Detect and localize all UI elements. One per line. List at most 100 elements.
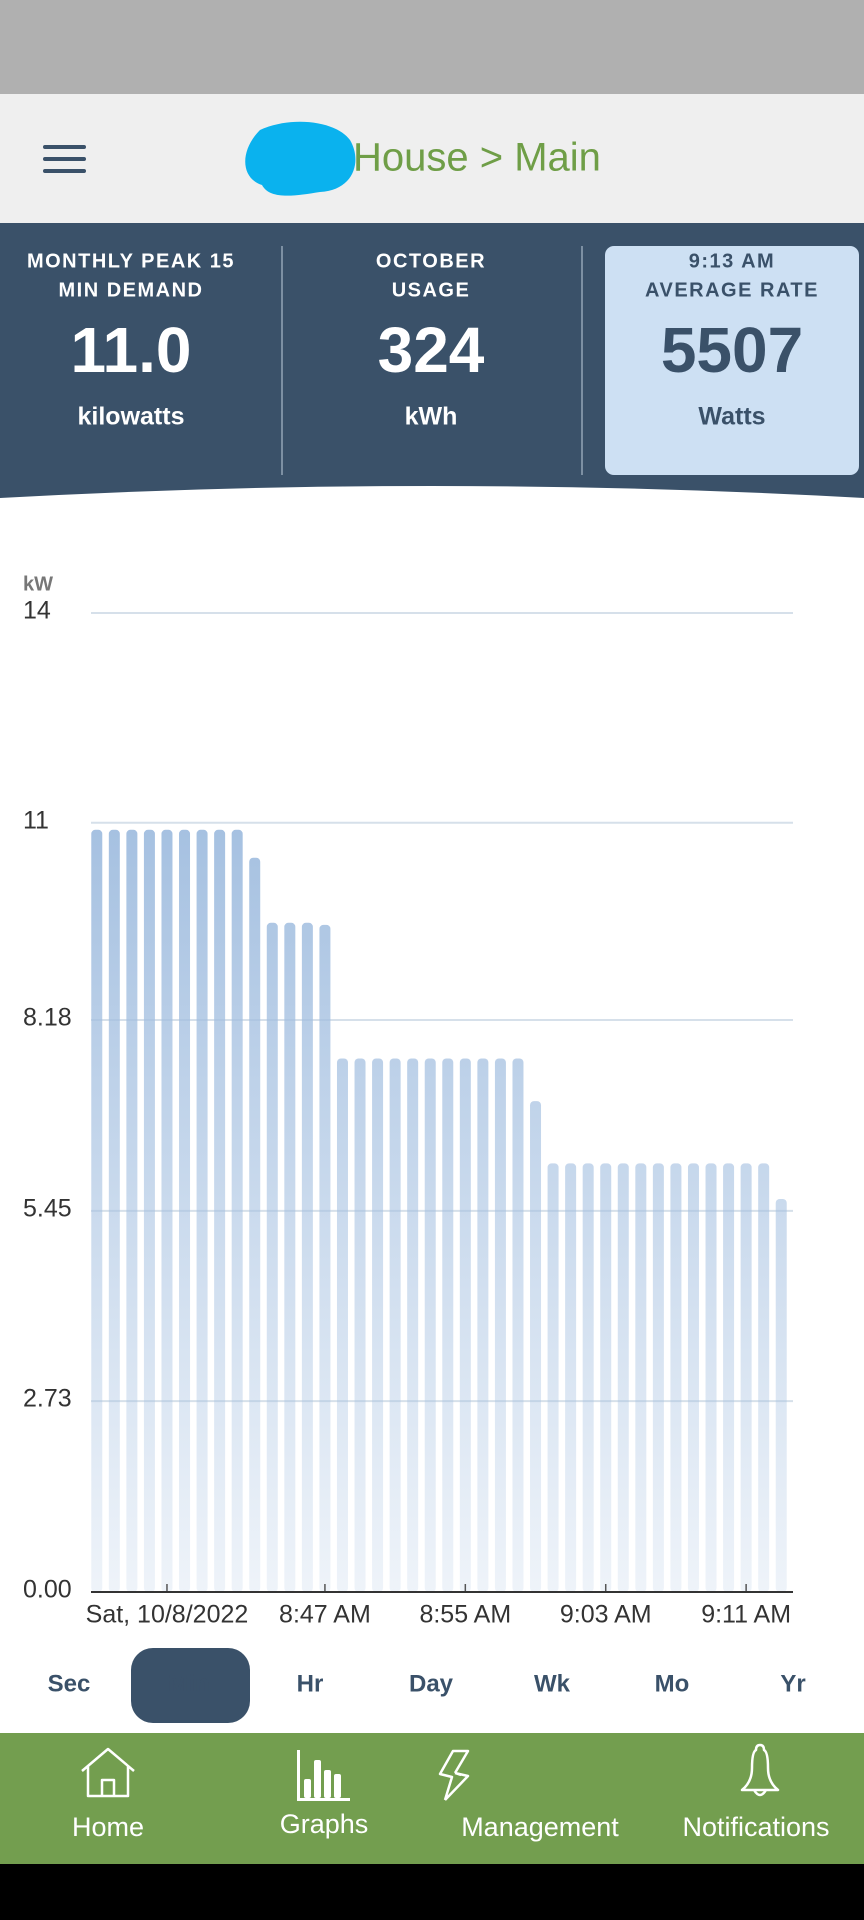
- range-button-selected: [131, 1648, 250, 1723]
- nav-items: Home Graphs Management Notifications: [72, 1809, 830, 1842]
- stat-label: 9:13 AM: [689, 250, 775, 272]
- stat-unit: kilowatts: [78, 403, 185, 431]
- bar: [249, 857, 261, 1592]
- stat-unit: Watts: [698, 403, 765, 431]
- bar: [775, 1199, 787, 1592]
- range-label: Hr: [297, 1670, 324, 1697]
- bar: [424, 1058, 436, 1592]
- bar: [301, 922, 313, 1592]
- range-button[interactable]: Hr: [297, 1670, 324, 1697]
- bar: [407, 1058, 419, 1592]
- range-button[interactable]: Yr: [780, 1670, 805, 1697]
- y-tick-label: 8.18: [23, 1004, 72, 1032]
- management-icon: [438, 1749, 470, 1801]
- header-title: House > Main: [353, 136, 601, 180]
- chart: kW 0.00 2.73 5.45 8.18 11 14 Sat, 10/8/2022 8:47…: [23, 573, 793, 1629]
- nav-item[interactable]: Graphs: [280, 1809, 369, 1839]
- range-button[interactable]: Mo: [655, 1670, 690, 1697]
- stat-label: OCTOBER: [376, 250, 486, 272]
- nav-label: Home: [72, 1812, 144, 1842]
- range-label: Wk: [534, 1670, 571, 1697]
- stat-card[interactable]: OCTOBER USAGE 324 kWh: [376, 250, 486, 430]
- bar: [547, 1163, 559, 1592]
- bar: [740, 1163, 752, 1592]
- x-tick-label: 8:47 AM: [279, 1601, 371, 1629]
- bar: [687, 1163, 699, 1592]
- bar: [705, 1163, 717, 1592]
- bar: [617, 1163, 629, 1592]
- stat-card[interactable]: MONTHLY PEAK 15 MIN DEMAND 11.0 kilowatts: [27, 250, 235, 430]
- range-label: Day: [409, 1670, 454, 1697]
- bottom-nav: [0, 1733, 864, 1864]
- y-tick-label: 14: [23, 597, 51, 625]
- bar: [336, 1058, 348, 1592]
- y-tick-label: 5.45: [23, 1194, 72, 1222]
- stat-label: MIN DEMAND: [59, 279, 204, 301]
- bar: [179, 829, 191, 1592]
- bar: [758, 1163, 770, 1592]
- stats: MONTHLY PEAK 15 MIN DEMAND 11.0 kilowatts OC…: [27, 250, 819, 430]
- bar: [231, 829, 243, 1592]
- y-tick-label: 11: [23, 806, 49, 834]
- status-bar: [0, 0, 864, 94]
- bar: [582, 1163, 594, 1592]
- graphs-icon: [297, 1750, 350, 1801]
- stat-label: MONTHLY PEAK 15: [27, 250, 235, 272]
- system-nav-bar: [0, 1864, 864, 1920]
- stat-label: USAGE: [392, 279, 471, 301]
- range-label: Yr: [780, 1670, 805, 1697]
- bar: [565, 1163, 577, 1592]
- stat-value: 324: [378, 314, 485, 386]
- x-tick-label: 9:11 AM: [701, 1601, 791, 1629]
- y-tick-label: 2.73: [23, 1385, 72, 1413]
- bar: [723, 1163, 735, 1592]
- bar: [442, 1058, 454, 1592]
- nav-item[interactable]: Management: [461, 1812, 619, 1842]
- selected-stat-card[interactable]: [605, 246, 859, 475]
- range-button[interactable]: Day: [409, 1670, 454, 1697]
- range-button[interactable]: Min: [131, 1648, 250, 1723]
- home-icon: [81, 1747, 135, 1798]
- stat-label: AVERAGE RATE: [645, 279, 819, 301]
- bar: [494, 1058, 506, 1592]
- range-label: Mo: [655, 1670, 690, 1697]
- app-header: [0, 94, 864, 223]
- nav-label: Notifications: [682, 1812, 829, 1842]
- bar: [161, 829, 173, 1592]
- bar: [530, 1101, 542, 1592]
- x-tick-label: 9:03 AM: [560, 1601, 652, 1629]
- nav-item[interactable]: Home: [72, 1812, 144, 1842]
- y-axis-label: kW: [23, 573, 53, 595]
- bar: [143, 829, 155, 1592]
- notifications-icon: [740, 1743, 780, 1797]
- bar: [108, 829, 120, 1592]
- x-tick-label: Sat, 10/8/2022: [86, 1601, 249, 1629]
- range-button[interactable]: Wk: [534, 1670, 571, 1697]
- nav-icons: [81, 1743, 780, 1801]
- bar: [126, 829, 138, 1592]
- bar: [512, 1058, 524, 1592]
- range-label: Min: [168, 1670, 209, 1697]
- bar: [319, 924, 331, 1592]
- y-tick-label: 0.00: [23, 1576, 72, 1604]
- stat-value: 11.0: [70, 314, 191, 386]
- bar: [459, 1058, 471, 1592]
- bar: [652, 1163, 664, 1592]
- menu-button[interactable]: [43, 145, 86, 173]
- nav-label: Management: [461, 1812, 619, 1842]
- bar: [372, 1058, 384, 1592]
- bar: [354, 1058, 366, 1592]
- range-label: Sec: [48, 1670, 91, 1697]
- bar: [91, 829, 103, 1592]
- bar: [196, 829, 208, 1592]
- bar: [670, 1163, 682, 1592]
- range-button[interactable]: Sec: [48, 1670, 91, 1697]
- bar: [389, 1058, 401, 1592]
- bar: [600, 1163, 612, 1592]
- nav-item[interactable]: Notifications: [682, 1812, 829, 1842]
- redaction-blob: [245, 121, 356, 196]
- bar: [284, 922, 296, 1592]
- stat-card[interactable]: 9:13 AM AVERAGE RATE 5507 Watts: [645, 250, 819, 430]
- bar: [266, 922, 278, 1592]
